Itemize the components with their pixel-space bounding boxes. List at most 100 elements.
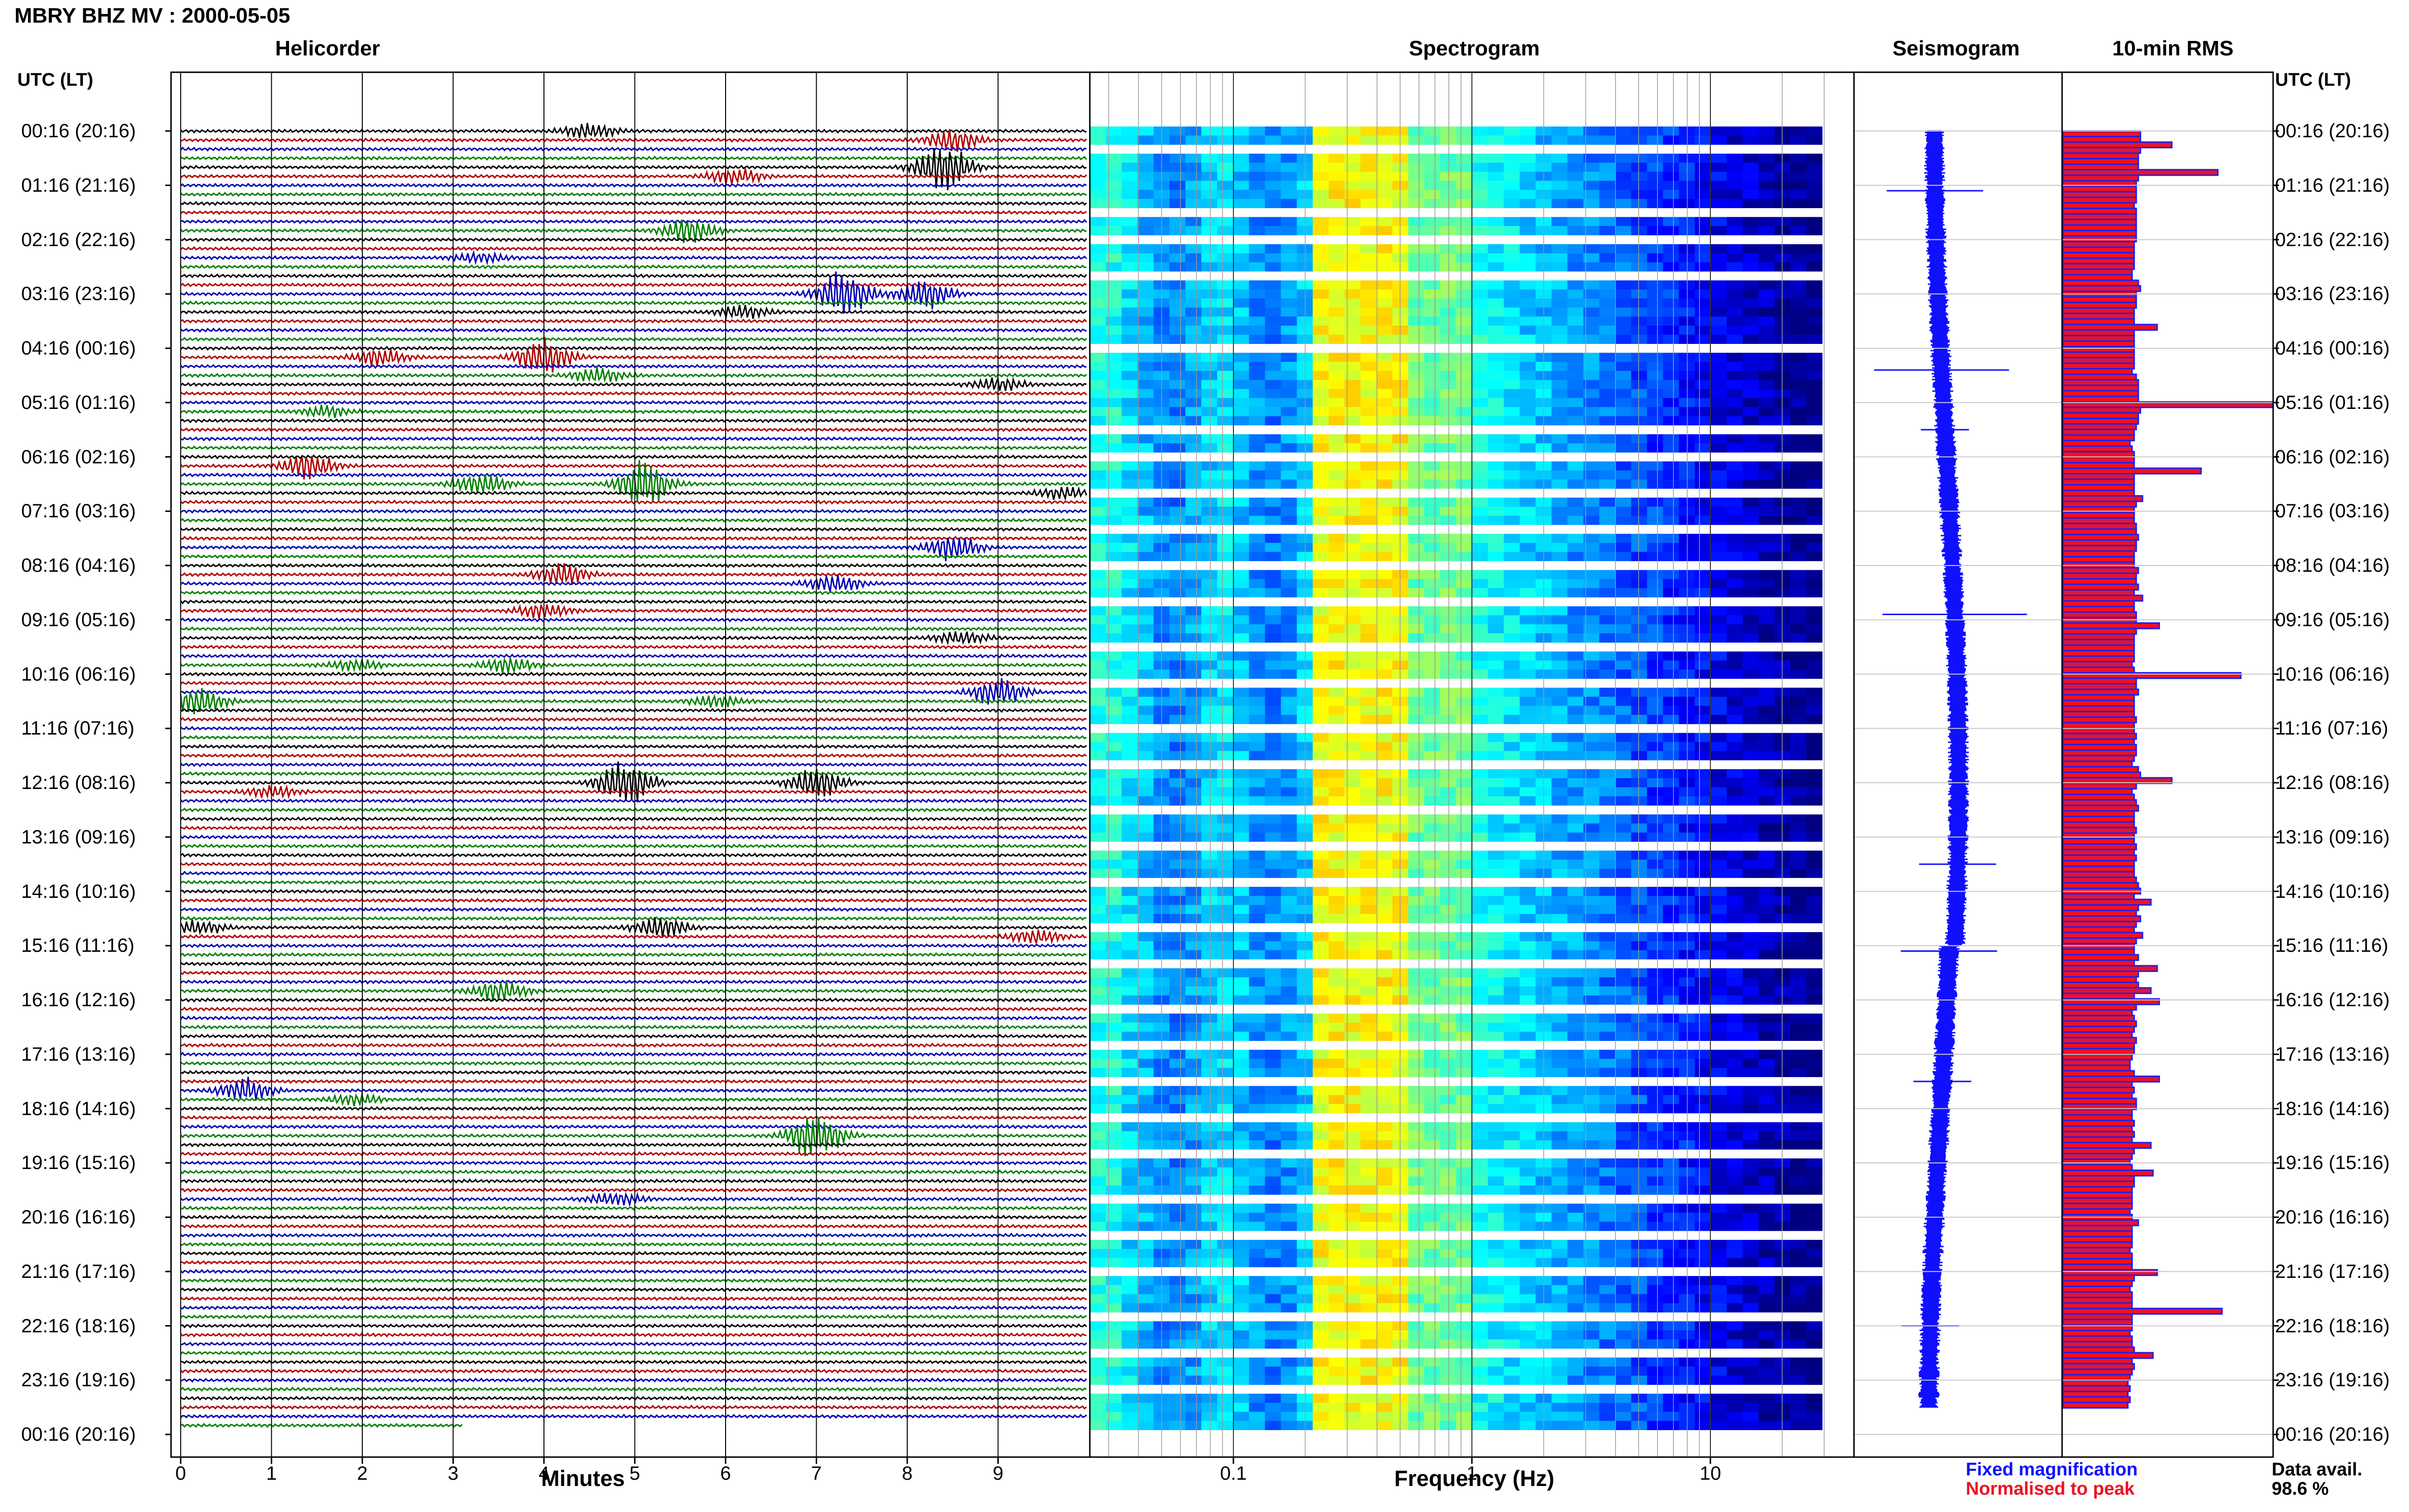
spectrogram-cell [1710,769,1727,778]
spectrogram-cell [1488,868,1504,878]
spectrogram-cell [1504,371,1520,381]
spectrogram-cell [1328,1321,1345,1331]
spectrogram-cell [1408,1339,1425,1349]
spectrogram-cell [1440,1222,1456,1231]
spectrogram-cell [1647,914,1664,923]
spectrogram-cell [1122,253,1138,263]
spectrogram-cell [1504,579,1520,589]
spectrogram-cell [1583,1276,1600,1286]
spectrogram-cell [1217,262,1233,272]
spectrogram-cell [1488,1122,1504,1131]
spectrogram-cell [1647,162,1664,172]
spectrogram-cell [1169,1303,1186,1313]
spectrogram-cell [1631,416,1648,426]
spectrogram-cell [1249,1095,1265,1104]
spectrogram-cell [1758,171,1775,181]
spectrogram-cell [1312,606,1329,616]
spectrogram-cell [1742,552,1759,561]
spectrogram-cell [1281,733,1297,742]
spectrogram-cell [1185,298,1202,308]
spectrogram-cell [1806,769,1823,778]
spectrogram-cell [1520,895,1536,906]
spectrogram-cell [1551,154,1568,163]
spectrogram-cell [1488,316,1504,326]
spectrogram-cell [1344,588,1361,598]
spectrogram-cell [1122,1059,1138,1068]
spectrogram-cell [1233,506,1249,516]
spectrogram-cell [1456,1258,1472,1267]
spectrogram-cell [1281,995,1297,1005]
spectrogram-cell [1360,968,1377,978]
spectrogram-cell [1344,624,1361,634]
spectrogram-cell [1742,316,1759,326]
spectrogram-cell [1599,326,1615,335]
spectrogram-cell [1201,895,1218,906]
spectrogram-cell [1312,796,1329,806]
spectrogram-cell [1758,1258,1775,1267]
spectrogram-cell [1424,461,1441,471]
spectrogram-cell [1265,326,1282,335]
spectrogram-cell [1663,171,1680,181]
spectrogram-cell [1583,1122,1600,1131]
spectrogram-cell [1201,1294,1218,1303]
spectrogram-cell [1281,941,1297,951]
spectrogram-cell [1312,914,1329,923]
spectrogram-cell [1281,914,1297,923]
time-label-left: 00:16 (20:16) [21,1424,136,1445]
spectrogram-cell [1663,1031,1680,1041]
spectrogram-cell [1233,868,1249,878]
spectrogram-cell [1265,905,1282,914]
spectrogram-cell [1424,226,1441,236]
spectrogram-cell [1567,543,1584,552]
spectrogram-cell [1583,326,1600,335]
spectrogram-cell [1472,162,1488,172]
spectrogram-cell [1424,262,1441,272]
spectrogram-cell [1249,326,1265,335]
spectrogram-cell [1265,977,1282,987]
spectrogram-cell [1504,859,1520,869]
spectrogram-cell [1647,986,1664,996]
spectrogram-cell [1312,380,1329,389]
spectrogram-cell [1090,543,1106,552]
spectrogram-cell [1520,316,1536,326]
spectrogram-cell [1790,1203,1807,1213]
spectrogram-cell [1615,470,1631,480]
spectrogram-cell [1217,135,1233,145]
spectrogram-cell [1710,380,1727,389]
spectrogram-cell [1758,217,1775,226]
spectrogram-cell [1185,434,1202,444]
spectrogram-cell [1217,479,1233,489]
spectrogram-cell [1567,615,1584,625]
spectrogram-cell [1090,389,1106,398]
spectrogram-cell [1090,995,1106,1005]
spectrogram-cell [1328,534,1345,543]
spectrogram-cell [1520,380,1536,389]
spectrogram-cell [1265,1031,1282,1041]
spectrogram-cell [1201,687,1218,697]
spectrogram-cell [1806,1167,1823,1177]
spectrogram-cell [1090,190,1106,199]
spectrogram-cell [1615,1330,1631,1340]
spectrogram-cell [1376,633,1393,643]
spectrogram-cell [1185,1067,1202,1078]
spectrogram-cell [1551,1158,1568,1168]
spectrogram-cell [1615,543,1631,552]
spectrogram-cell [1520,859,1536,869]
spectrogram-cell [1742,670,1759,679]
spectrogram-cell [1169,434,1186,444]
spectrogram-cell [1472,1122,1488,1131]
spectrogram-cell [1122,651,1138,661]
spectrogram-cell [1265,706,1282,715]
spectrogram-cell [1567,1059,1584,1068]
spectrogram-cell [1376,1104,1393,1114]
spectrogram-cell [1328,1095,1345,1104]
spectrogram-cell [1520,968,1536,978]
spectrogram-cell [1520,769,1536,778]
spectrogram-cell [1090,534,1106,543]
spectrogram-cell [1472,326,1488,335]
spectrogram-cell [1663,543,1680,552]
spectrogram-cell [1312,697,1329,706]
spectrogram-cell [1185,859,1202,869]
spectrogram-cell [1567,198,1584,209]
spectrogram-cell [1615,515,1631,525]
